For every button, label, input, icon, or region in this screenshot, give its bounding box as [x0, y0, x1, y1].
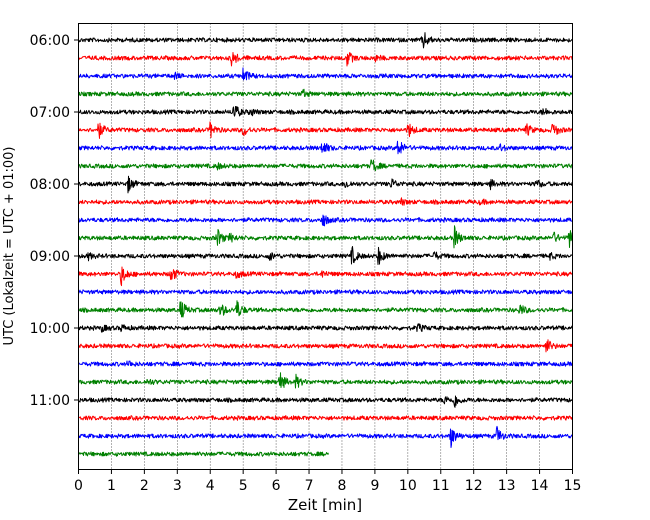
y-tick-label-5: 11:00: [30, 393, 70, 409]
y-tick-label-1: 07:00: [30, 105, 70, 121]
x-tick-label-6: 6: [272, 478, 281, 494]
y-axis-label: UTC (Lokalzeit = UTC + 01:00): [2, 147, 17, 346]
x-tick-label-11: 11: [432, 478, 450, 494]
x-tick-label-4: 4: [206, 478, 215, 494]
trace-3: [78, 88, 573, 98]
x-tick-label-10: 10: [399, 478, 417, 494]
trace-21: [78, 415, 573, 421]
x-tick-label-9: 9: [370, 478, 379, 494]
x-tick-label-0: 0: [74, 478, 83, 494]
trace-10: [78, 214, 573, 227]
trace-2: [78, 67, 573, 81]
trace-1: [78, 52, 573, 67]
trace-4: [78, 106, 573, 117]
x-tick-label-3: 3: [173, 478, 182, 494]
trace-17: [78, 339, 573, 353]
trace-12: [78, 246, 573, 265]
x-tick-label-2: 2: [140, 478, 149, 494]
trace-8: [78, 175, 573, 194]
trace-14: [78, 289, 573, 295]
seismic-traces: [78, 32, 573, 457]
trace-6: [78, 140, 573, 155]
x-tick-label-13: 13: [498, 478, 516, 494]
trace-15: [78, 300, 573, 318]
trace-0: [78, 32, 573, 49]
y-tick-label-4: 10:00: [30, 321, 70, 337]
trace-22: [78, 425, 573, 448]
x-tick-label-15: 15: [564, 478, 582, 494]
y-tick-label-0: 06:00: [30, 33, 70, 49]
x-tick-label-12: 12: [465, 478, 483, 494]
trace-11: [78, 225, 573, 249]
vertical-gridlines: [111, 23, 540, 470]
x-axis-label: Zeit [min]: [288, 496, 362, 514]
trace-7: [78, 159, 573, 172]
trace-20: [78, 395, 573, 408]
x-tick-label-7: 7: [305, 478, 314, 494]
trace-16: [78, 323, 573, 333]
trace-18: [78, 360, 573, 367]
x-tick-label-8: 8: [338, 478, 347, 494]
y-tick-label-3: 09:00: [30, 249, 70, 265]
trace-5: [78, 121, 573, 139]
plot-frame: [78, 23, 573, 470]
x-axis-ticks: 0 1 2 3 4 5 6 7 8 9 10 11 12 13 14 15: [74, 469, 582, 494]
trace-23: [78, 451, 329, 457]
y-tick-label-2: 08:00: [30, 177, 70, 193]
y-axis-ticks: 06:00 07:00 08:00 09:00 10:00 11:00: [30, 33, 79, 409]
trace-19: [78, 372, 573, 389]
x-tick-label-1: 1: [107, 478, 116, 494]
x-tick-label-5: 5: [239, 478, 248, 494]
trace-9: [78, 197, 573, 206]
x-tick-label-14: 14: [531, 478, 549, 494]
trace-13: [78, 266, 573, 287]
